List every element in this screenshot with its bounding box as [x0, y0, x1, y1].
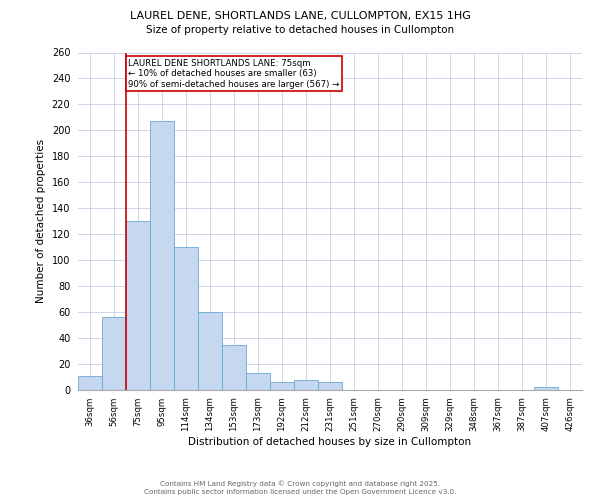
Bar — [246, 373, 270, 390]
X-axis label: Distribution of detached houses by size in Cullompton: Distribution of detached houses by size … — [188, 436, 472, 446]
Bar — [150, 122, 174, 390]
Y-axis label: Number of detached properties: Number of detached properties — [36, 139, 46, 304]
Text: Size of property relative to detached houses in Cullompton: Size of property relative to detached ho… — [146, 25, 454, 35]
Bar — [174, 247, 198, 390]
Bar — [294, 380, 318, 390]
Bar — [534, 388, 558, 390]
Bar — [270, 382, 294, 390]
Text: LAUREL DENE, SHORTLANDS LANE, CULLOMPTON, EX15 1HG: LAUREL DENE, SHORTLANDS LANE, CULLOMPTON… — [130, 11, 470, 21]
Bar — [102, 318, 126, 390]
Bar — [126, 221, 150, 390]
Text: LAUREL DENE SHORTLANDS LANE: 75sqm
← 10% of detached houses are smaller (63)
90%: LAUREL DENE SHORTLANDS LANE: 75sqm ← 10%… — [128, 59, 340, 89]
Bar — [318, 382, 342, 390]
Bar — [198, 312, 222, 390]
Bar — [78, 376, 102, 390]
Text: Contains HM Land Registry data © Crown copyright and database right 2025.
Contai: Contains HM Land Registry data © Crown c… — [144, 480, 456, 495]
Bar — [222, 344, 246, 390]
